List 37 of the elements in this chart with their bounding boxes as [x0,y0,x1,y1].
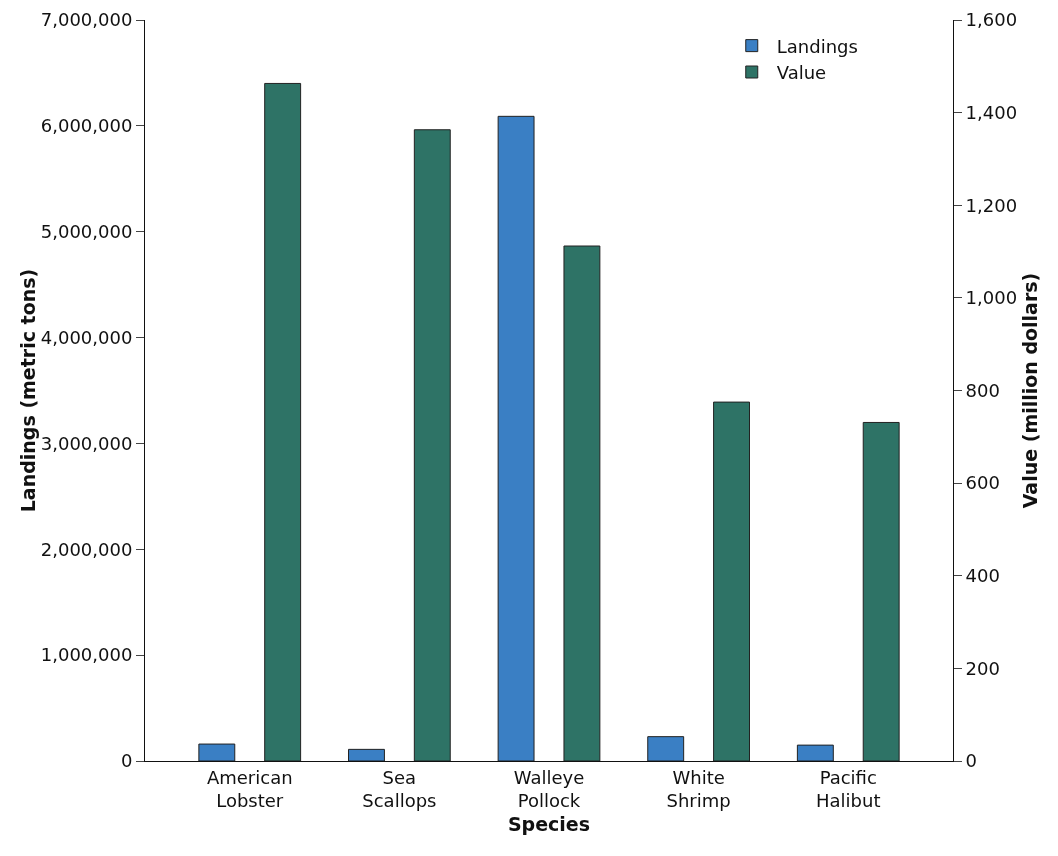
bar [413,129,451,761]
y2-tick-label: 1,400 [965,101,1018,123]
bar [264,82,302,761]
y-tick-label: 1,000,000 [40,644,133,666]
y2-tick-label: 600 [965,472,1000,494]
y2-tick-label: 1,200 [965,194,1018,216]
x-tick-label: American Lobster [206,766,293,811]
legend-label: Landings [776,35,858,57]
x-tick-label: Pacific Halibut [816,766,881,811]
y2-tick-label: 0 [965,750,978,772]
bar [796,744,834,761]
y-tick-label: 0 [120,750,133,772]
y-tick-label: 4,000,000 [40,326,133,348]
y-tick-label: 7,000,000 [40,9,133,31]
y-tick-label: 3,000,000 [40,432,133,454]
y2-axis-title: Value (million dollars) [1019,272,1042,509]
y2-tick-label: 200 [965,657,1000,679]
y-tick-label: 2,000,000 [40,538,133,560]
bar [497,115,535,761]
y2-tick-label: 1,000 [965,287,1018,309]
bar [647,736,685,761]
legend-label: Value [776,62,827,84]
y2-tick-label: 400 [965,565,1000,587]
x-tick-label: Walleye Pollock [513,766,585,811]
y-tick-label: 6,000,000 [40,115,133,137]
y-axis-title: Landings (metric tons) [16,268,39,513]
y-tick-label: 5,000,000 [40,221,133,243]
bar [713,401,750,761]
bar [348,748,385,761]
bar [198,743,236,761]
y2-tick-label: 800 [965,379,1000,401]
x-tick-label: White Shrimp [666,766,731,811]
bar [563,245,601,761]
x-axis-title: Species [507,813,591,835]
y2-tick-label: 1,600 [965,9,1018,31]
x-tick-label: Sea Scallops [362,766,437,811]
bar [862,421,900,761]
